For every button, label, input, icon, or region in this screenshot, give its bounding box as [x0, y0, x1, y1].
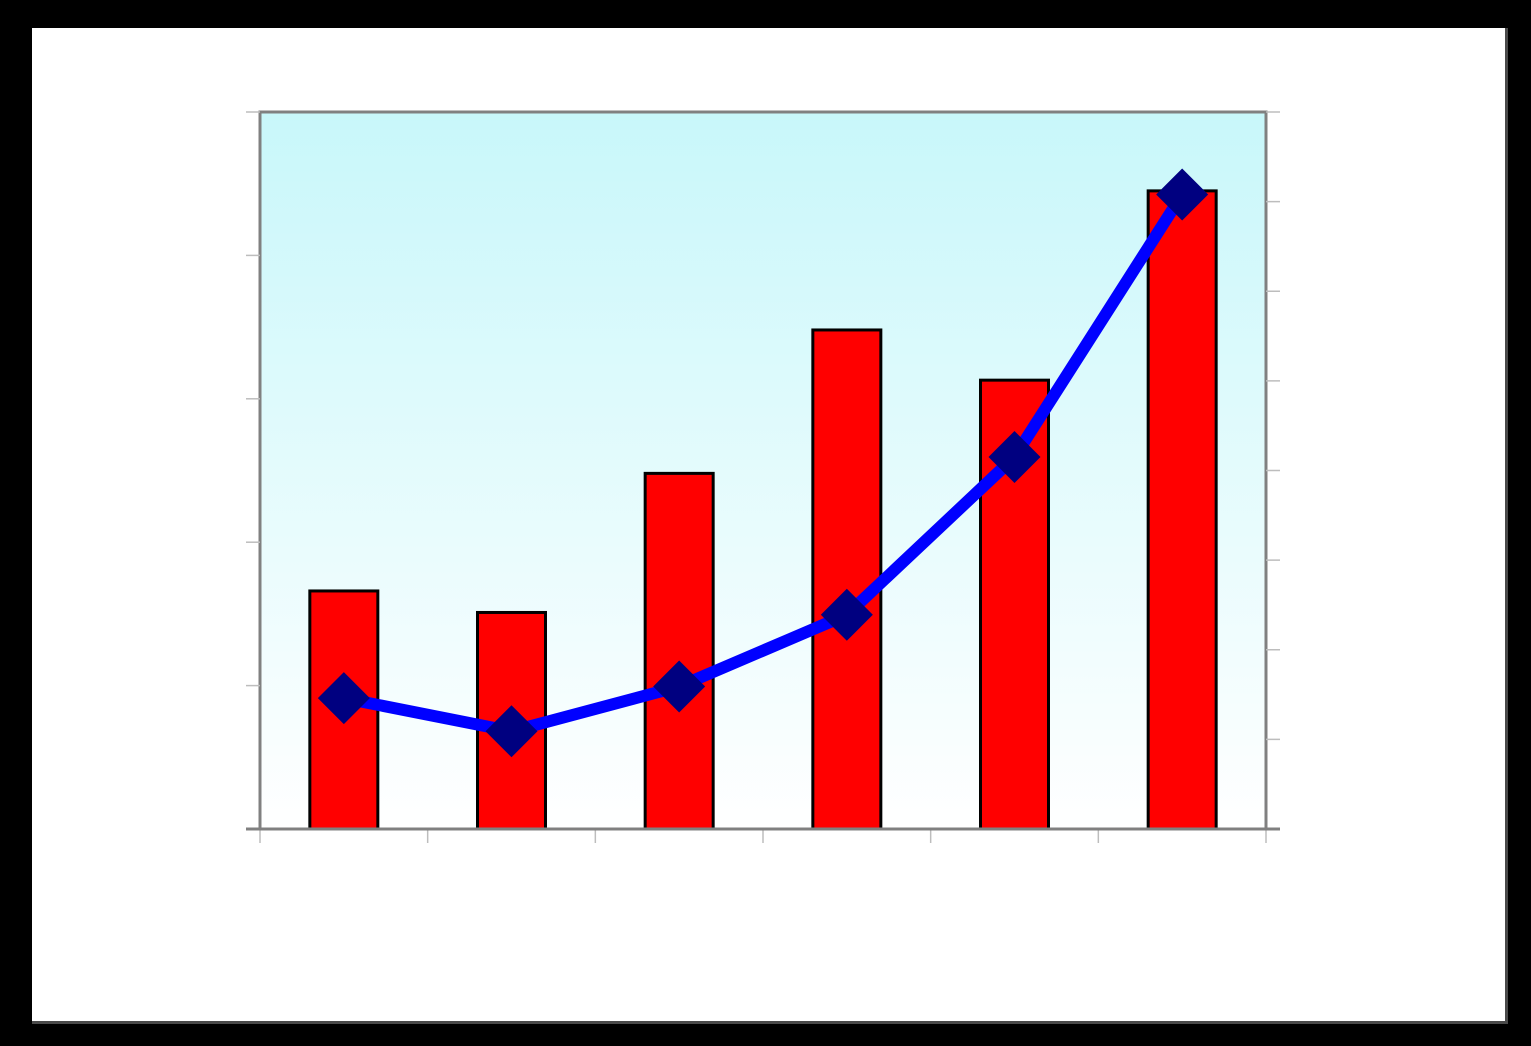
plot-area	[258, 110, 1268, 831]
diamond-icon	[653, 660, 706, 713]
bar	[1146, 189, 1218, 831]
left-axis-ticks	[246, 111, 260, 830]
diamond-icon	[820, 588, 873, 641]
line-markers	[317, 168, 1209, 758]
diamond-icon	[1156, 168, 1209, 221]
bar	[643, 471, 715, 831]
combo-chart	[246, 110, 1280, 843]
line-series	[337, 188, 1189, 738]
diamond-icon	[988, 431, 1041, 484]
diamond-icon	[317, 672, 370, 725]
x-axis-ticks	[259, 829, 1267, 843]
right-axis-ticks	[1266, 111, 1280, 830]
series-line	[337, 188, 1189, 738]
diamond-icon	[485, 705, 538, 758]
bar	[811, 328, 883, 831]
chart-frame	[32, 28, 1508, 1024]
